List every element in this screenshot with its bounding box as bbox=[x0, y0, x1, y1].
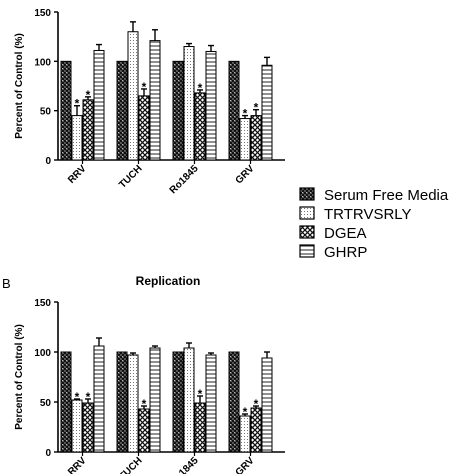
significance-star: * bbox=[254, 101, 259, 115]
chart-top: Percent of Control (%) 0 50 100 150 * * RRV * TUC… bbox=[14, 8, 285, 196]
significance-star: * bbox=[198, 81, 203, 95]
x-tick-label: TUCH bbox=[117, 455, 144, 474]
bar-4 bbox=[205, 354, 217, 453]
bar-3 bbox=[194, 402, 206, 453]
y-tick-label: 100 bbox=[34, 348, 51, 359]
bar-4 bbox=[261, 64, 273, 161]
bar-4 bbox=[261, 357, 273, 453]
bar-3 bbox=[138, 95, 150, 161]
y-tick-label: 0 bbox=[45, 448, 51, 459]
bar-4 bbox=[149, 40, 161, 161]
significance-star: * bbox=[86, 88, 91, 102]
bar-1 bbox=[228, 60, 240, 161]
bar-4 bbox=[93, 345, 105, 453]
y-tick-label: 100 bbox=[34, 57, 51, 68]
legend-label: TRTRVSRLY bbox=[324, 206, 412, 223]
bar-2 bbox=[239, 118, 251, 161]
y-tick-label: 50 bbox=[40, 107, 52, 118]
bar-3 bbox=[194, 92, 206, 161]
legend-swatch bbox=[299, 206, 315, 220]
legend-swatch bbox=[299, 244, 315, 258]
legend-label: GHRP bbox=[324, 244, 367, 261]
y-tick-label: 150 bbox=[34, 298, 51, 309]
x-tick-label: Ro1845 bbox=[168, 455, 201, 474]
significance-star: * bbox=[243, 107, 248, 121]
x-tick-label: TUCH bbox=[117, 163, 144, 190]
x-tick-label: GRV bbox=[234, 163, 257, 186]
legend-swatch bbox=[299, 225, 315, 239]
chart-bottom: Replication Percent of Control (%) 0 50 100 1… bbox=[14, 274, 285, 474]
bar-2 bbox=[127, 31, 139, 161]
significance-star: * bbox=[142, 80, 147, 94]
bar-2 bbox=[183, 46, 195, 161]
bar-4 bbox=[93, 49, 105, 161]
panel-b-letter: B bbox=[2, 276, 11, 291]
y-tick-label: 150 bbox=[34, 8, 51, 19]
y-tick-label: 50 bbox=[40, 398, 52, 409]
x-tick-label: RRV bbox=[66, 455, 89, 474]
bar-4 bbox=[205, 50, 217, 161]
bar-3 bbox=[250, 115, 262, 161]
bar-1 bbox=[116, 60, 128, 161]
x-tick-label: GRV bbox=[234, 455, 257, 474]
bar-2 bbox=[127, 354, 139, 453]
bar-1 bbox=[60, 60, 72, 161]
bar-1 bbox=[228, 351, 240, 453]
chart-title: Replication bbox=[136, 274, 201, 288]
bar-2 bbox=[239, 415, 251, 453]
bar-2 bbox=[183, 347, 195, 453]
y-axis-label: Percent of Control (%) bbox=[14, 324, 25, 430]
x-tick-label: Ro1845 bbox=[168, 163, 201, 196]
significance-star: * bbox=[75, 390, 80, 404]
bar-1 bbox=[116, 351, 128, 453]
bar-1 bbox=[172, 351, 184, 453]
y-tick-label: 0 bbox=[45, 156, 51, 167]
bar-4 bbox=[149, 347, 161, 453]
significance-star: * bbox=[142, 397, 147, 411]
bar-1 bbox=[172, 60, 184, 161]
legend-label: DGEA bbox=[324, 225, 367, 242]
significance-star: * bbox=[75, 97, 80, 111]
significance-star: * bbox=[198, 387, 203, 401]
bar-3 bbox=[82, 99, 94, 161]
legend: Serum Free Media TRTRVSRLY DGEA GHRP bbox=[299, 187, 449, 261]
bar-2 bbox=[71, 399, 83, 453]
bar-2 bbox=[71, 115, 83, 161]
x-tick-label: RRV bbox=[66, 163, 89, 186]
bar-3 bbox=[82, 402, 94, 453]
significance-star: * bbox=[254, 397, 259, 411]
legend-swatch bbox=[299, 187, 315, 201]
significance-star: * bbox=[86, 390, 91, 404]
bar-3 bbox=[138, 408, 150, 453]
bar-1 bbox=[60, 351, 72, 453]
y-axis-label: Percent of Control (%) bbox=[14, 33, 25, 139]
legend-label: Serum Free Media bbox=[324, 187, 449, 204]
bar-3 bbox=[250, 407, 262, 453]
significance-star: * bbox=[243, 405, 248, 419]
